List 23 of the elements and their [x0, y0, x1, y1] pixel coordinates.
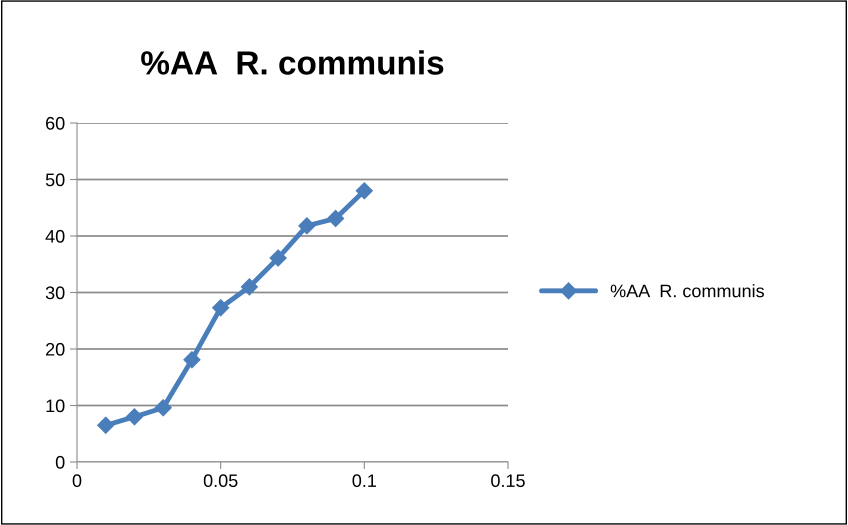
point — [270, 249, 287, 267]
legend-label: %AA R. communis — [610, 284, 764, 298]
x-tick-label: 0.1 — [352, 474, 376, 488]
y-tick-label: 10 — [46, 399, 64, 412]
point — [240, 278, 258, 296]
x-tick-label: 0 — [72, 474, 82, 488]
point — [126, 408, 144, 426]
y-tick-label: 40 — [46, 230, 64, 243]
y-tick-label: 50 — [46, 173, 64, 186]
point — [212, 299, 230, 316]
y-tick-label: 60 — [46, 116, 64, 130]
y-tick-label: 30 — [46, 286, 64, 300]
x-tick-label: 0.15 — [491, 474, 525, 488]
chart-title: %AA R. communis — [141, 50, 444, 75]
point — [183, 351, 200, 368]
y-tick-label: 0 — [56, 456, 64, 469]
point — [327, 210, 344, 228]
point — [356, 182, 373, 200]
point — [97, 416, 114, 434]
point — [154, 399, 172, 416]
y-tick-label: 20 — [46, 342, 64, 356]
x-tick-label: 0.05 — [204, 474, 238, 488]
point — [298, 217, 316, 234]
